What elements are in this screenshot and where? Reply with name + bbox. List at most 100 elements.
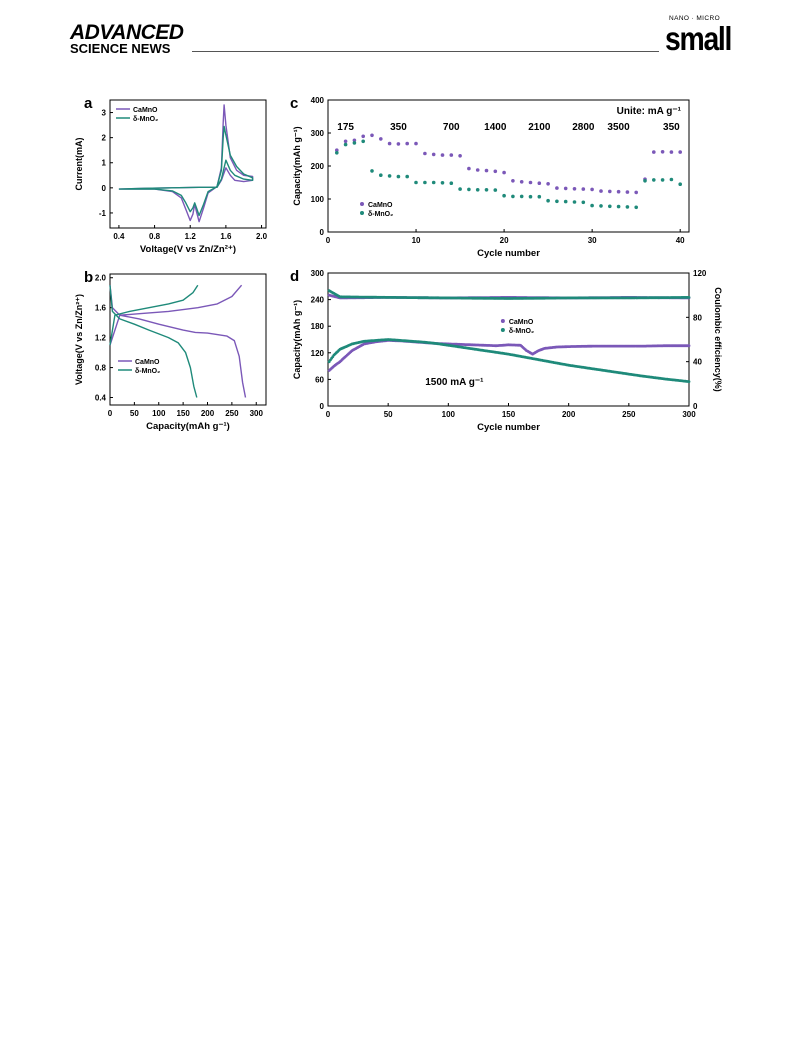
panel-c-series-1-point [528,194,533,199]
panel-c-xtick-label: 20 [500,236,509,245]
panel-c-annotation: Unite: mA g⁻¹ [617,106,682,117]
panel-c-series-0-point [493,169,498,174]
panel-c-series-1-point [484,188,489,192]
panel-d-xtick-label: 50 [384,410,393,419]
panel-b-series-1-line [109,284,243,346]
panel-c-series-1-point [572,200,577,204]
panel-c-series-1-point [608,204,612,209]
panel-c-xlabel: Cycle number [477,248,540,259]
panel-c-ytick-label: 400 [311,96,325,105]
panel-d-xlabel: Cycle number [477,422,540,433]
panel-c-series-1-point [423,180,427,185]
panel-c-series-0-point [546,182,550,186]
panel-c-series-1-point [511,194,515,199]
panel-a-letter: a [84,95,93,112]
panel-b-ytick-label: 0.8 [95,364,107,373]
panel-c-ytick-label: 100 [311,195,325,204]
panel-c-series-0-point [431,152,436,157]
panel-b-ytick-label: 2.0 [95,274,107,283]
panel-c-series-0-point [537,181,542,185]
panel-c-series-1-point [546,198,550,203]
panel-c-series-0-point [387,141,392,146]
journal-name: small [665,20,732,57]
panel-d-y2label: Coulombic efficiency(%) [713,287,723,392]
panel-d-y2tick-label: 120 [693,269,707,278]
panel-c-legend-swatch [360,211,364,215]
panel-c-rate-label: 700 [443,122,460,133]
panel-d-xtick-label: 250 [622,410,636,419]
panel-c-rate-label: 2100 [528,122,551,133]
panel-c-series-0-point [590,187,594,192]
panel-d-series-3-point [687,296,691,299]
panel-c-series-1-point [431,180,436,185]
panel-d-ytick-label: 120 [311,349,325,358]
panel-c-series-0-point [440,153,445,157]
panel-c-series-0-point [608,189,612,194]
panel-c-rate-label: 3500 [607,122,630,133]
panel-a-xtick-label: 2.0 [256,232,268,241]
panel-d-letter: d [290,268,299,285]
panel-a-ylabel: Current(mA) [74,137,84,190]
panel-c-series-1-point [581,200,586,205]
panel-d-ylabel: Capacity(mAh g⁻¹) [292,300,302,379]
panel-b-xtick-label: 0 [108,409,113,418]
panel-a-ytick-label: 3 [102,109,107,118]
panel-d-xtick-label: 300 [682,410,696,419]
panel-c-series-1-point [387,174,392,178]
panel-c-series-0-point [484,168,489,173]
panel-c-series-0-point [599,189,603,193]
panel-d-y2tick-label: 80 [693,313,702,322]
panel-a-ytick-label: 2 [102,134,107,143]
panel-d-ytick-label: 180 [311,322,325,331]
panel-c-series-1-point [379,173,383,177]
panel-c-xtick-label: 40 [676,236,685,245]
panel-d-y2tick-label: 40 [693,358,702,367]
publisher-logo-bottom: SCIENCE NEWS [70,41,171,56]
panel-c-series-1-point [634,205,638,210]
panel-a-ytick-label: 0 [102,184,107,193]
panel-c-series-1-point [537,194,542,199]
panel-a-legend-label: δ-MnO₂ [133,116,158,123]
panel-c-series-1-point [625,205,630,209]
panel-b-xtick-label: 150 [176,409,190,418]
panel-c-series-0-point [405,141,410,146]
panel-c-series-1-point [563,199,568,204]
panel-b-ytick-label: 0.4 [95,394,107,403]
panel-b-ylabel: Voltage(V vs Zn/Zn²⁺) [74,294,84,385]
panel-c-series-0-point [335,148,339,152]
panel-c-series-0-point [352,138,357,143]
panel-c-ytick-label: 0 [320,228,325,237]
panel-b-xtick-label: 300 [250,409,264,418]
panel-b-series-2-line [109,285,198,398]
panel-c-series-0-point [414,141,418,146]
panel-c-series-1-point [660,178,665,182]
panel-c-series-1-point [449,181,454,185]
panel-a-legend-label: CaMnO [133,107,158,114]
panel-c-xtick-label: 0 [326,236,331,245]
panel-c-series-0-point [370,133,374,138]
panel-c-series-0-point [467,166,471,171]
panel-b-ytick-label: 1.6 [95,304,107,313]
panel-d-xtick-label: 150 [502,410,516,419]
panel-c-series-1-point [440,181,445,185]
panel-b-xtick-label: 250 [225,409,239,418]
panel-b-xlabel: Capacity(mAh g⁻¹) [146,421,230,432]
panel-c-rate-label: 350 [663,122,680,133]
panel-c-series-0-point [572,187,577,191]
panel-c-series-0-point [625,190,630,194]
panel-c-rate-label: 1400 [484,122,507,133]
panel-c-series-1-point [669,177,674,182]
panel-c-series-0-point [581,187,586,191]
panel-d-ytick-label: 60 [315,375,324,384]
panel-c-series-1-point [396,174,401,179]
panel-c-series-1-point [361,139,366,144]
panel-c-series-0-point [423,151,427,156]
panel-c-xtick-label: 30 [588,236,597,245]
panel-a-ytick-label: -1 [99,209,107,218]
panel-c-series-0-point [511,179,515,183]
panel-d-xtick-label: 0 [326,410,331,419]
panel-c-series-1-point [370,169,374,173]
panel-c-series-1-point [555,199,559,204]
panel-d-legend-label: CaMnO [509,319,534,326]
